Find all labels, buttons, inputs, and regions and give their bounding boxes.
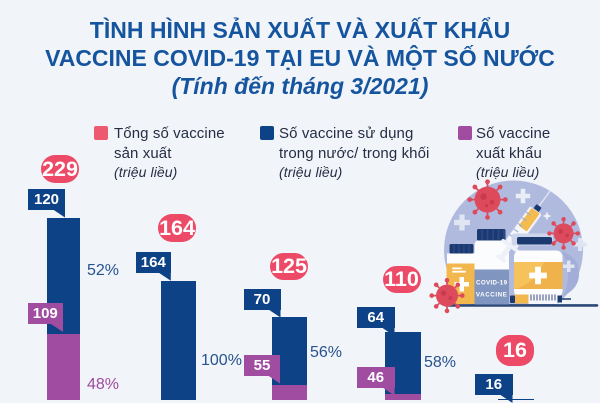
svg-text:COVID-19: COVID-19 [476,280,508,287]
svg-text:VACCINE: VACCINE [476,292,508,299]
